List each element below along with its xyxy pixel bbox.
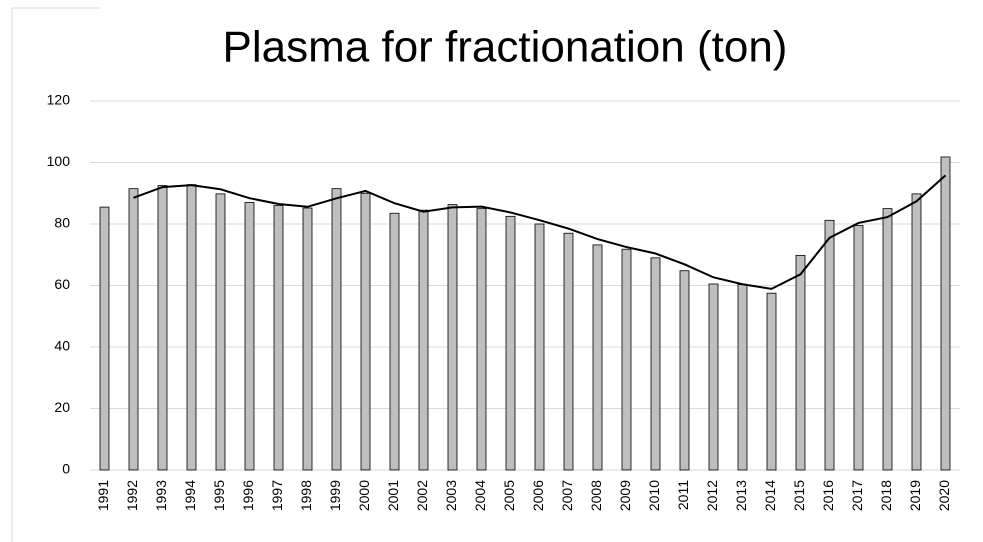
bar: [708, 283, 719, 471]
x-tick-label: 1991: [95, 480, 111, 511]
bar: [795, 254, 806, 471]
bar: [911, 193, 922, 471]
x-tick-label: 2007: [559, 480, 575, 511]
x-tick-label: 2014: [762, 480, 778, 511]
bar: [128, 188, 139, 471]
bar: [824, 219, 835, 471]
x-tick-label: 2015: [791, 480, 807, 511]
bar: [592, 244, 603, 471]
x-tick-label: 2000: [356, 480, 372, 511]
x-tick-label: 2013: [733, 480, 749, 511]
bar: [215, 193, 226, 471]
x-tick-label: 2002: [414, 480, 430, 511]
bar: [476, 208, 487, 471]
x-tick-label: 1997: [269, 480, 285, 511]
x-tick-label: 2017: [849, 480, 865, 511]
x-tick-label: 1995: [211, 480, 227, 511]
bar: [737, 284, 748, 471]
bar: [679, 270, 690, 471]
bar: [99, 206, 110, 471]
bar: [389, 212, 400, 471]
x-tick-label: 2008: [588, 480, 604, 511]
bar: [331, 188, 342, 471]
bar: [621, 248, 632, 471]
bar: [940, 156, 951, 471]
y-tick-label: 120: [47, 92, 71, 108]
bar: [418, 209, 429, 471]
bar: [447, 204, 458, 471]
bar: [650, 257, 661, 471]
chart-title: Plasma for fractionation (ton): [223, 23, 788, 72]
x-tick-label: 2001: [385, 480, 401, 511]
bar: [302, 207, 313, 471]
x-tick-label: 2016: [820, 480, 836, 511]
y-tick-label: 40: [54, 338, 70, 354]
x-tick-label: 2004: [472, 480, 488, 511]
x-tick-label: 2006: [530, 480, 546, 511]
x-tick-label: 2010: [646, 480, 662, 511]
x-tick-label: 1999: [327, 480, 343, 511]
bar: [563, 232, 574, 471]
x-tick-label: 1996: [240, 480, 256, 511]
x-tick-label: 2009: [617, 480, 633, 511]
x-tick-label: 2005: [501, 480, 517, 511]
y-tick-label: 80: [54, 215, 70, 231]
y-tick-label: 20: [54, 399, 70, 415]
bar: [360, 192, 371, 471]
y-tick-label: 0: [62, 461, 70, 477]
x-tick-label: 2020: [936, 480, 952, 511]
bar: [273, 205, 284, 471]
trend-line: [133, 174, 947, 290]
x-tick-label: 1992: [124, 480, 140, 511]
bar: [505, 215, 516, 471]
x-tick-label: 2019: [907, 480, 923, 511]
bar: [157, 185, 168, 471]
y-tick-label: 60: [54, 276, 70, 292]
bar: [853, 225, 864, 471]
bar: [766, 292, 777, 471]
x-tick-label: 2003: [443, 480, 459, 511]
x-tick-label: 2018: [878, 480, 894, 511]
bar: [534, 223, 545, 471]
x-tick-label: 2011: [675, 480, 691, 510]
bar: [244, 202, 255, 471]
x-tick-label: 2012: [704, 480, 720, 511]
y-tick-label: 100: [47, 153, 71, 169]
bar: [186, 184, 197, 471]
x-tick-label: 1993: [153, 480, 169, 511]
x-tick-label: 1998: [298, 480, 314, 511]
bar: [882, 208, 893, 471]
x-tick-label: 1994: [182, 480, 198, 511]
